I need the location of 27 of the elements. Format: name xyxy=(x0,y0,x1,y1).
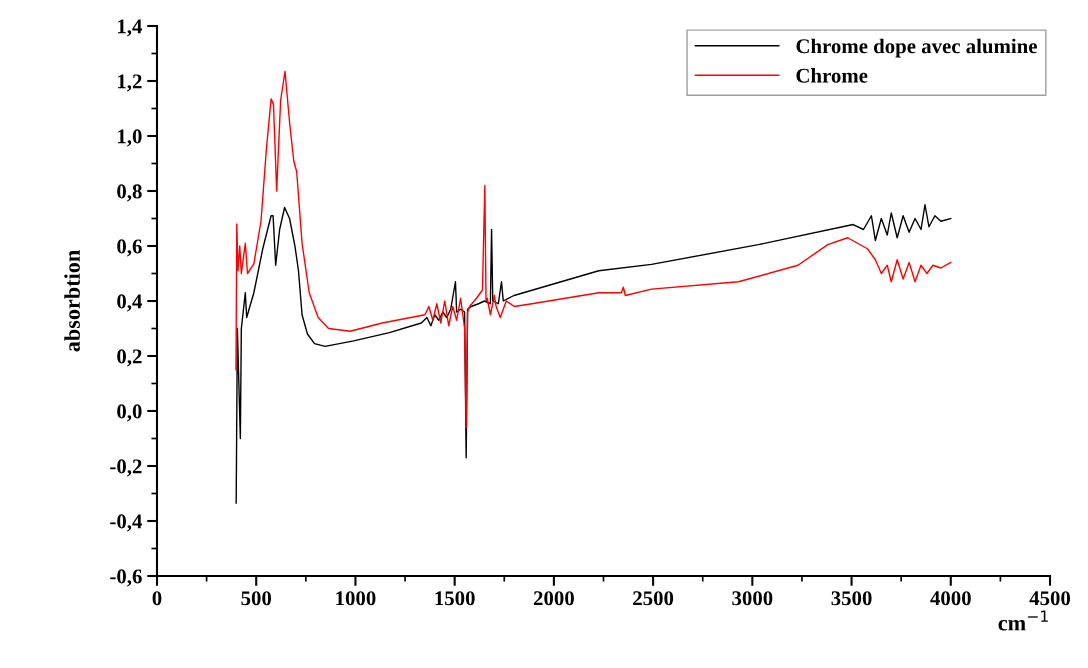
line-series xyxy=(235,70,952,429)
y-tick-label: 0,8 xyxy=(117,184,142,202)
x-tick-label: 2500 xyxy=(633,591,674,606)
x-tick-label: 4000 xyxy=(930,591,971,606)
y-tick-label: -0,6 xyxy=(110,569,142,587)
x-tick-label: 3500 xyxy=(831,591,872,606)
legend-label: Chrome xyxy=(796,68,868,83)
x-tick-label: 1000 xyxy=(336,591,376,606)
legend-label: Chrome dope avec alumine xyxy=(796,38,1037,58)
x-tick-label: 500 xyxy=(241,591,272,606)
x-axis-title: cm$^{−1}$ xyxy=(998,610,1048,631)
y-tick-label: -0,2 xyxy=(110,459,142,477)
y-axis-title: absorbtion xyxy=(64,250,80,352)
y-tick-label: 1,4 xyxy=(118,19,143,37)
y-tick-label: 0,2 xyxy=(117,349,142,367)
x-tick-label: 1500 xyxy=(435,591,475,606)
line-series xyxy=(235,204,952,504)
x-tick-label: 4500 xyxy=(1029,591,1071,606)
x-tick-label: 0 xyxy=(152,591,162,606)
y-tick-label: 0,4 xyxy=(117,294,143,312)
x-tick-label: 2000 xyxy=(533,591,574,606)
y-tick-label: 0,6 xyxy=(117,239,142,257)
x-tick-label: 3000 xyxy=(732,591,773,606)
y-tick-label: -0,4 xyxy=(110,514,143,532)
y-tick-label: 0,0 xyxy=(117,404,142,422)
y-tick-label: 1,2 xyxy=(118,74,142,92)
y-tick-label: 1,0 xyxy=(118,129,142,147)
